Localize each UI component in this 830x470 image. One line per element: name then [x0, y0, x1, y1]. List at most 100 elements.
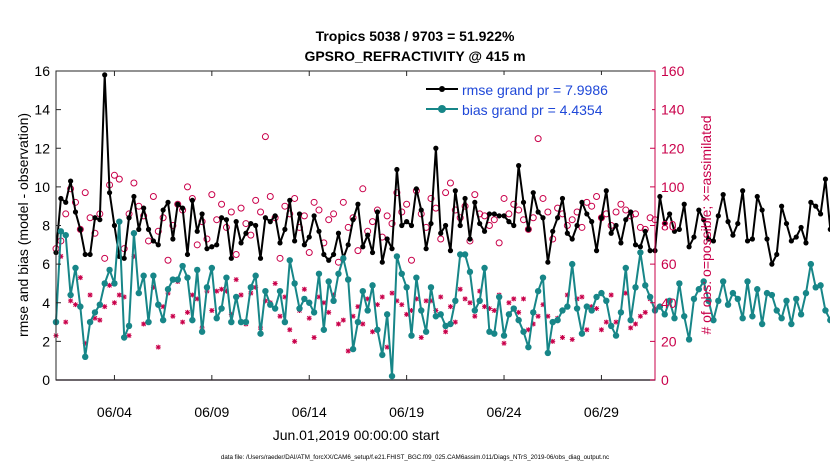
obs-assimilated-marker — [292, 338, 298, 344]
rmse-point — [803, 240, 809, 246]
x-tick-label: 06/29 — [584, 404, 619, 420]
rmse-point — [87, 251, 93, 258]
rmse-point — [754, 193, 760, 200]
rmse-point — [749, 236, 755, 242]
right-axis-label: # of obs: o=possible; ×=assimilated — [698, 115, 714, 334]
rmse-point — [632, 242, 639, 248]
bias-point — [598, 289, 605, 297]
bias-point — [763, 289, 771, 297]
obs-possible-marker — [383, 212, 391, 220]
rmse-point — [477, 220, 483, 227]
bias-point — [612, 332, 620, 339]
bias-point — [203, 284, 211, 291]
bias-point — [578, 330, 586, 337]
rmse-point — [705, 236, 712, 242]
rmse-point — [408, 222, 415, 229]
obs-assimilated-marker — [457, 286, 463, 292]
obs-assimilated-marker — [141, 321, 147, 327]
bias-point — [812, 284, 819, 291]
bias-point — [788, 320, 795, 328]
rmse-point — [798, 224, 804, 231]
bias-point — [330, 297, 337, 305]
rmse-point — [774, 251, 780, 258]
obs-assimilated-marker — [530, 321, 536, 327]
bias-point — [286, 257, 293, 264]
rmse-point — [540, 215, 546, 221]
obs-assimilated-marker — [438, 294, 444, 300]
obs-possible-marker — [505, 210, 513, 218]
rmse-point — [822, 176, 829, 182]
obs-assimilated-marker — [170, 313, 176, 319]
rmse-point — [369, 249, 376, 256]
rmse-point — [637, 244, 643, 250]
obs-assimilated-marker — [219, 286, 225, 292]
obs-possible-marker — [115, 175, 123, 183]
bias-point — [690, 295, 698, 303]
obs-assimilated-marker — [452, 319, 458, 325]
rmse-point — [418, 207, 424, 213]
rmse-point — [389, 246, 395, 252]
obs-assimilated-marker — [486, 306, 492, 312]
obs-possible-marker — [291, 194, 299, 202]
rmse-point — [438, 230, 444, 236]
chart-title-line2: GPSRO_REFRACTIVITY @ 415 m — [304, 48, 525, 64]
rmse-point — [92, 215, 98, 221]
bias-point — [364, 307, 371, 314]
obs-possible-marker — [208, 191, 216, 199]
rmse-point — [642, 228, 648, 234]
bias-point — [57, 228, 65, 235]
bias-point — [247, 284, 254, 291]
x-tick-label: 06/14 — [292, 404, 327, 420]
obs-possible-marker — [169, 222, 177, 229]
obs-assimilated-marker — [68, 298, 74, 304]
bias-point — [130, 230, 138, 237]
bias-point — [603, 297, 610, 305]
obs-possible-marker — [237, 204, 245, 212]
obs-possible-marker — [266, 193, 274, 201]
obs-possible-marker — [232, 250, 240, 258]
obs-assimilated-marker — [462, 296, 468, 302]
bias-point — [106, 266, 113, 274]
rmse-point — [345, 242, 351, 248]
bias-point — [213, 315, 220, 322]
obs-assimilated-marker — [413, 296, 419, 302]
rmse-point — [335, 230, 342, 236]
bias-point — [281, 318, 289, 326]
rmse-point — [589, 219, 595, 225]
bias-point — [807, 260, 815, 268]
rmse-point — [691, 234, 697, 240]
obs-assimilated-marker — [238, 292, 244, 298]
rmse-point — [374, 209, 381, 215]
obs-assimilated-marker — [360, 321, 366, 327]
bias-point — [442, 322, 449, 330]
bias-point — [768, 291, 776, 299]
obs-assimilated-marker — [63, 319, 69, 325]
rmse-point — [457, 222, 463, 229]
bias-point — [486, 328, 493, 335]
right-y-ticks: 0 20 40 60 80 100 120 140 160 — [650, 63, 685, 388]
obs-assimilated-marker — [608, 292, 614, 298]
x-tick-label: 06/19 — [389, 404, 424, 420]
rmse-point — [355, 201, 361, 207]
obs-assimilated-marker — [418, 335, 424, 341]
rmse-point — [423, 246, 429, 252]
obs-assimilated-marker — [311, 335, 317, 341]
rmse-point — [813, 203, 819, 209]
rmse-point — [764, 236, 770, 242]
rmse-point — [365, 232, 371, 238]
bias-point — [661, 311, 668, 318]
bias-point — [116, 218, 123, 225]
bias-point — [427, 284, 435, 291]
obs-assimilated-marker — [564, 292, 570, 298]
obs-possible-marker — [437, 235, 445, 243]
rmse-point — [248, 220, 254, 227]
bias-point — [749, 313, 756, 320]
rmse-point — [262, 215, 269, 221]
bias-point — [734, 295, 741, 303]
bias-point — [291, 280, 298, 287]
rmse-point — [243, 230, 249, 236]
obs-possible-marker — [276, 254, 284, 262]
bias-point — [617, 309, 625, 316]
bias-point — [340, 255, 347, 262]
bias-point — [413, 274, 420, 281]
